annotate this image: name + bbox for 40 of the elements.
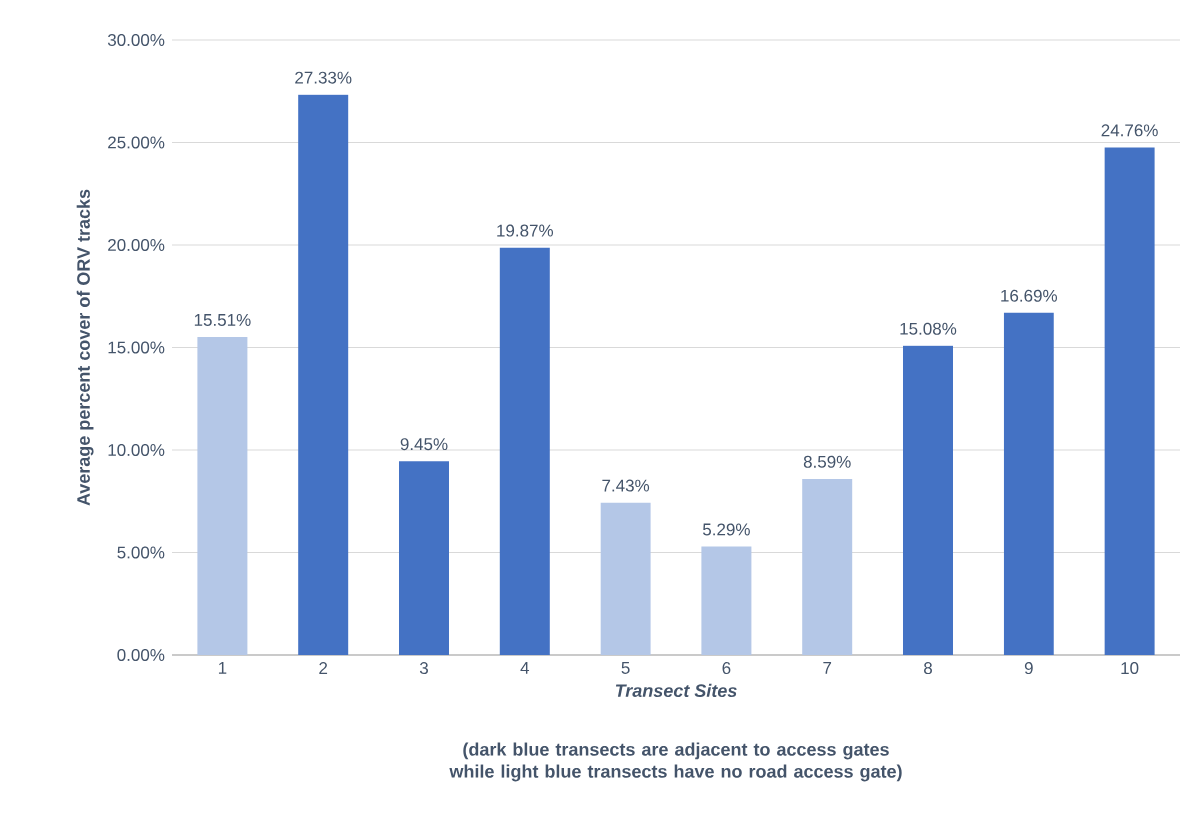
x-tick-label: 10 xyxy=(1121,662,1139,675)
y-tick-label: 15.00% xyxy=(108,341,165,354)
x-tick-label: 2 xyxy=(319,662,328,674)
bar xyxy=(903,345,953,655)
x-tick-label: 5 xyxy=(621,662,630,674)
x-tick-label: 9 xyxy=(1024,662,1033,675)
data-label: 27.33% xyxy=(295,71,352,84)
x-tick-label: 6 xyxy=(722,662,731,675)
y-tick-label: 20.00% xyxy=(108,238,165,251)
data-label: 9.45% xyxy=(400,438,448,451)
x-tick-label: 3 xyxy=(419,662,428,675)
bar xyxy=(1104,147,1155,655)
data-label: 16.69% xyxy=(1001,289,1058,302)
data-label: 5.29% xyxy=(702,523,750,536)
y-axis-title: Average percent cover of ORV tracks xyxy=(76,189,94,506)
y-tick-label: 0.00% xyxy=(117,648,165,661)
bar xyxy=(499,247,550,655)
data-label: 15.08% xyxy=(900,322,957,335)
x-tick-label: 1 xyxy=(218,662,227,674)
y-tick-label: 25.00% xyxy=(108,136,165,149)
data-label: 24.76% xyxy=(1101,124,1158,137)
y-tick-label: 5.00% xyxy=(117,546,165,559)
bar xyxy=(197,337,248,655)
bar xyxy=(399,461,449,655)
bar xyxy=(701,546,752,655)
bar xyxy=(298,94,349,655)
x-tick-label: 7 xyxy=(823,662,832,674)
data-label: 15.51% xyxy=(194,314,251,326)
text: (dark blue transects are adjacent to access gates while light blue transects have no road access gate) xyxy=(449,742,902,782)
x-tick-label: 4 xyxy=(520,662,530,674)
bar xyxy=(802,478,853,655)
x-axis-title: Transect Sites xyxy=(615,683,737,698)
bar xyxy=(600,502,651,655)
data-label: 7.43% xyxy=(602,479,650,492)
x-tick-label: 8 xyxy=(924,662,932,675)
data-label: 8.59% xyxy=(803,455,851,468)
bar xyxy=(1003,312,1054,655)
y-tick-label: 30.00% xyxy=(107,33,165,46)
y-tick-label: 10.00% xyxy=(108,443,165,456)
data-label: 19.87% xyxy=(497,224,554,237)
